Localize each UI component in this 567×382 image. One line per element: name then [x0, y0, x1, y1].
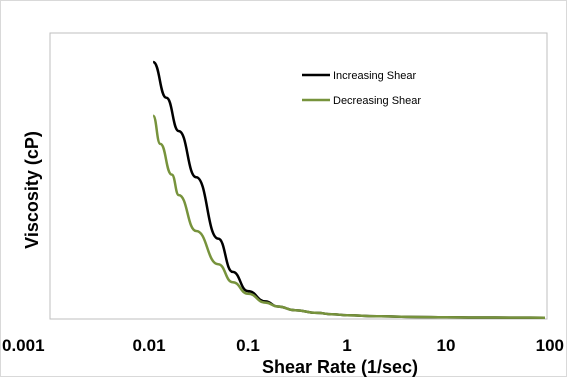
x-tick-labels: 0.001 0.01 0.1 1 10 100 [2, 336, 564, 355]
legend: Increasing Shear Decreasing Shear [302, 70, 421, 107]
x-tick-label: 100 [536, 336, 564, 355]
legend-label-0: Increasing Shear [333, 70, 416, 82]
y-axis-title: Viscosity (cP) [22, 131, 42, 249]
x-axis-title: Shear Rate (1/sec) [262, 357, 418, 377]
plot-area [49, 32, 548, 320]
x-tick-label: 0.1 [236, 336, 260, 355]
x-tick-label: 0.001 [2, 336, 45, 355]
x-tick-label: 1 [342, 336, 351, 355]
series-layer [151, 60, 546, 319]
x-tick-label: 0.01 [132, 336, 165, 355]
legend-label-1: Decreasing Shear [333, 95, 421, 107]
x-tick-label: 10 [437, 336, 456, 355]
series-line-1 [151, 114, 546, 319]
